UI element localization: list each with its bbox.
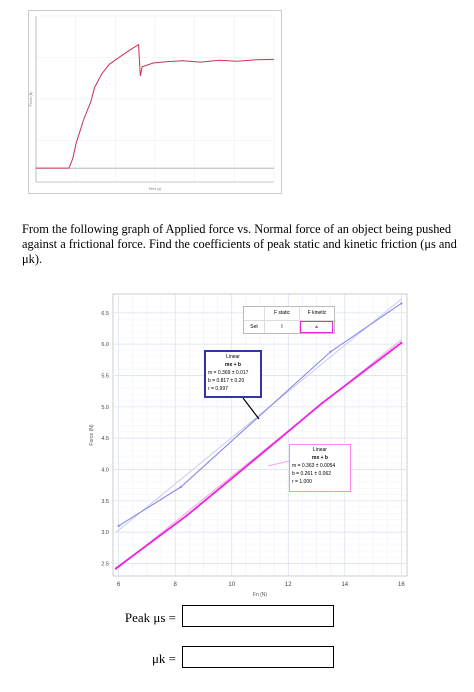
data-point-static <box>329 350 332 353</box>
data-point-kinetic <box>400 341 403 344</box>
data-point-static <box>179 485 182 489</box>
kinetic-answer-input[interactable] <box>182 646 334 668</box>
question-text: From the following graph of Applied forc… <box>22 222 457 266</box>
legend: F static F kinetic Set I ▲ <box>243 306 335 334</box>
legend-static-header: F static <box>265 307 300 320</box>
fit-kinetic-box: Linear mx + b m = 0.363 ± 0.0054 b = 0.2… <box>289 444 351 492</box>
fit-static-m: m = 0.369 ± 0.017 <box>208 370 249 376</box>
fit-static-r: r = 0.997 <box>208 386 228 392</box>
y-tick-label: 3.5 <box>101 499 109 505</box>
x-tick-label: 16 <box>398 582 405 588</box>
fit-line-static <box>115 298 402 533</box>
y-tick-label: 6.5 <box>101 311 109 317</box>
fit-kinetic-connector <box>267 460 290 467</box>
main-chart-svg: 6 8 10 12 14 16 2.5 3.0 3.5 4.0 4.5 5.0 5.5 6.0 6.5 Fn … <box>89 293 408 598</box>
top-x-axis-label: Time (s) <box>149 187 162 191</box>
static-answer-label: Peak μs = <box>124 610 176 625</box>
fit-kinetic-b: b = 0.261 ± 0.062 <box>292 471 332 477</box>
top-chart-svg: Time (s) Force (N) <box>28 10 282 194</box>
y-tick-label: 5.0 <box>101 405 109 411</box>
data-point-kinetic <box>114 567 117 570</box>
top-series-line-0 <box>36 43 275 169</box>
series-line-static <box>118 302 402 527</box>
data-point-kinetic <box>321 401 324 405</box>
fit-static-title: Linear <box>226 354 240 360</box>
x-axis-title: Fn (N) <box>253 592 268 598</box>
data-point-kinetic <box>185 514 188 517</box>
legend-set-label: Set <box>244 321 265 333</box>
y-tick-label: 6.0 <box>101 342 109 348</box>
fit-kinetic-r: r = 1.000 <box>292 479 312 485</box>
y-tick-label: 5.5 <box>101 373 109 379</box>
legend-kinetic-marker[interactable]: ▲ <box>300 321 333 333</box>
fit-kinetic-formula: mx + b <box>312 455 328 461</box>
kinetic-answer-label: μk = <box>151 651 176 666</box>
y-axis-title: Force (N) <box>89 424 95 445</box>
static-answer-input[interactable] <box>182 605 334 627</box>
x-tick-label: 8 <box>174 582 178 588</box>
x-tick-label: 6 <box>117 582 121 588</box>
top-y-axis-label: Force (N) <box>29 92 33 107</box>
main-chart: 6 8 10 12 14 16 2.5 3.0 3.5 4.0 4.5 5.0 5.5 6.0 6.5 Fn … <box>85 286 425 602</box>
x-tick-label: 12 <box>285 582 292 588</box>
fit-kinetic-title: Linear <box>313 447 327 453</box>
y-tick-label: 3.0 <box>101 530 109 536</box>
y-tick-label: 4.5 <box>101 436 109 442</box>
legend-static-marker[interactable]: I <box>265 321 300 333</box>
data-point-static <box>117 524 120 527</box>
fit-static-formula: mx + b <box>225 362 241 368</box>
fit-static-b: b = 0.817 ± 0.20 <box>208 378 245 384</box>
y-tick-label: 4.0 <box>101 467 109 473</box>
legend-blank-cell <box>244 307 265 320</box>
legend-kinetic-header: F kinetic <box>307 310 327 316</box>
y-tick-label: 2.5 <box>101 561 109 567</box>
x-tick-label: 14 <box>341 582 348 588</box>
x-tick-label: 10 <box>228 582 235 588</box>
fit-static-connector <box>242 397 260 420</box>
top-chart: Time (s) Force (N) <box>28 10 282 194</box>
data-point-kinetic <box>247 463 250 466</box>
fit-kinetic-m: m = 0.363 ± 0.0054 <box>292 463 336 469</box>
fit-static-box: Linear mx + b m = 0.369 ± 0.017 b = 0.81… <box>204 350 262 398</box>
data-point-static <box>400 302 403 305</box>
